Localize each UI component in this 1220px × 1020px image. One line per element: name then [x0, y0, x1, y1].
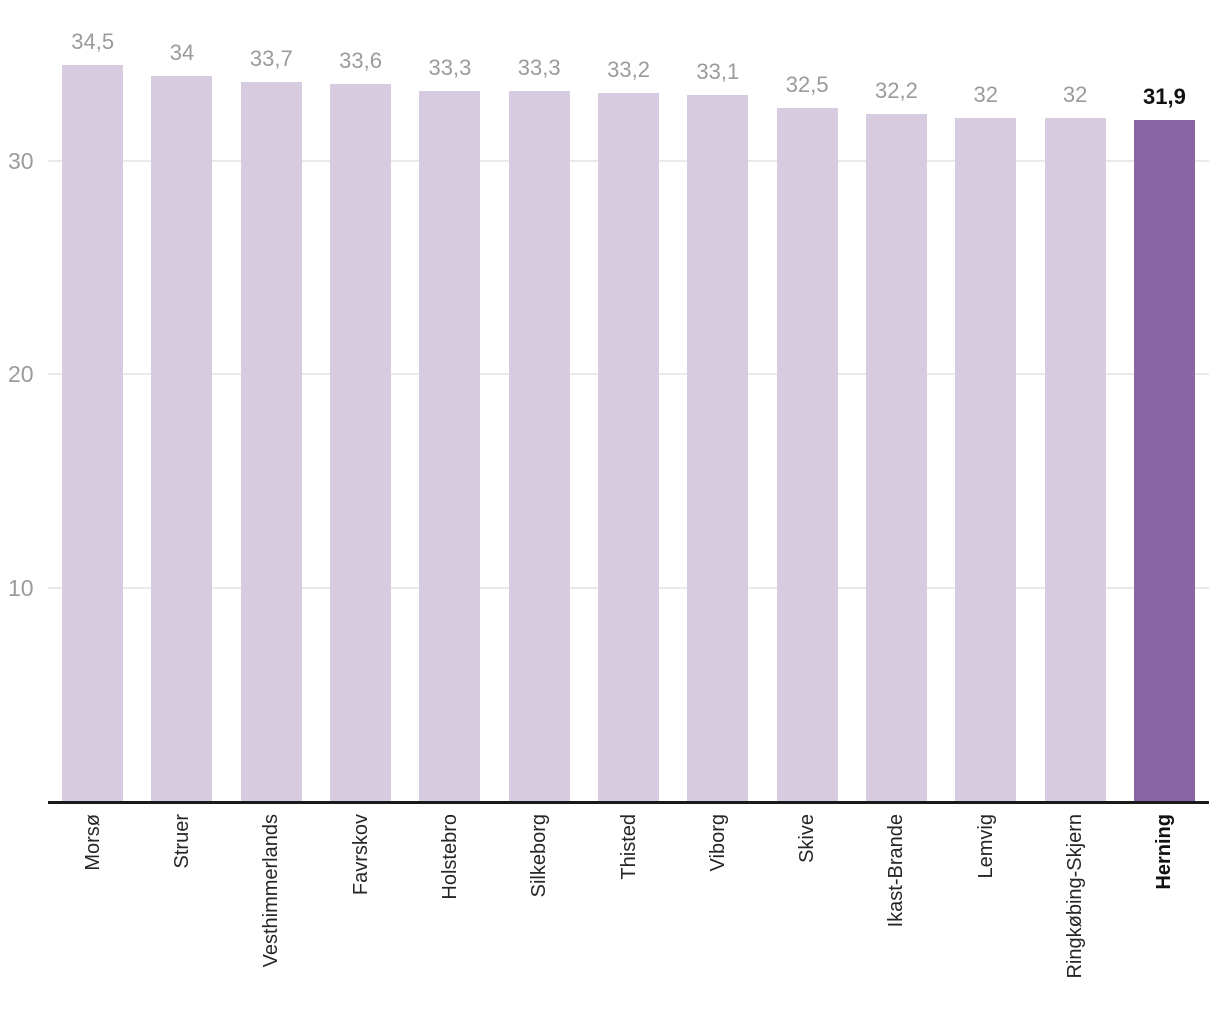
bar-group: 32,5: [763, 0, 852, 801]
x-label-slot: Vesthimmerlands: [227, 814, 316, 1014]
x-axis-label: Skive: [796, 814, 819, 863]
x-axis-label: Ikast-Brande: [885, 814, 908, 928]
bar-group: 33,3: [405, 0, 494, 801]
bar-group: 32: [941, 0, 1030, 801]
x-axis-label: Favrskov: [349, 814, 372, 896]
y-tick-label: 10: [8, 574, 34, 601]
x-label-slot: Favrskov: [316, 814, 405, 1014]
y-tick-label: 30: [8, 148, 34, 174]
x-label-slot: Lemvig: [941, 814, 1030, 1014]
x-axis-label: Vesthimmerlands: [260, 814, 283, 968]
bar-value-label: 31,9: [1142, 84, 1186, 109]
x-axis-labels: Morsø Struer Vesthimmerlands Favrskov Holste…: [48, 814, 1209, 1014]
bar-value-label: 32,5: [785, 72, 829, 97]
x-axis-label: Ringkøbing-Skjern: [1064, 814, 1087, 979]
bar-group: 32: [1030, 0, 1119, 801]
bar-group: 33,3: [495, 0, 584, 801]
bar-value-label: 33,3: [428, 55, 472, 80]
bar-ringkøbing-skjern[interactable]: [1044, 118, 1106, 801]
bar-ikast-brande[interactable]: [865, 114, 927, 801]
bar-value-label: 33,3: [517, 55, 561, 80]
y-tick-label: 20: [8, 361, 34, 388]
bar-viborg[interactable]: [687, 95, 749, 801]
x-label-slot: Thisted: [584, 814, 673, 1014]
x-axis-label: Thisted: [617, 814, 640, 880]
bar-group: 31,9: [1120, 0, 1209, 801]
x-label-slot: Herning: [1120, 814, 1209, 1014]
x-axis-label: Lemvig: [974, 814, 997, 879]
x-label-slot: Holstebro: [405, 814, 494, 1014]
bar-value-label: 33,7: [249, 46, 293, 71]
bar-value-label: 33,6: [339, 48, 382, 73]
bar-value-label: 33,1: [696, 59, 740, 84]
bar-thisted[interactable]: [598, 93, 660, 801]
bar-group: 33,7: [227, 0, 316, 801]
bar-group: 33,2: [584, 0, 673, 801]
bar-struer[interactable]: [151, 76, 213, 801]
bar-lemvig[interactable]: [955, 118, 1017, 801]
x-label-slot: Morsø: [48, 814, 137, 1014]
x-label-slot: Ikast-Brande: [852, 814, 941, 1014]
x-axis-line: [48, 801, 1209, 804]
x-axis-label: Silkeborg: [528, 814, 551, 898]
bar-holstebro[interactable]: [419, 91, 481, 801]
bars-row: 34,5 34 33,7 33,6 33,3 33,3 33,2 33,1 32,5 32,2 32…: [48, 0, 1209, 801]
bar-value-label: 33,2: [607, 57, 650, 82]
x-axis-label: Struer: [170, 814, 193, 869]
bar-silkeborg[interactable]: [508, 91, 570, 801]
x-axis-label: Morsø: [81, 814, 104, 871]
bar-skive[interactable]: [776, 108, 838, 801]
bar-value-label: 32: [973, 82, 999, 107]
x-label-slot: Struer: [137, 814, 226, 1014]
x-label-slot: Skive: [763, 814, 852, 1014]
x-axis-label: Herning: [1153, 814, 1176, 890]
x-label-slot: Viborg: [673, 814, 762, 1014]
bar-value-label: 34,5: [71, 29, 115, 54]
x-axis-label: Holstebro: [438, 814, 461, 900]
bar-group: 34,5: [48, 0, 137, 801]
bar-group: 33,1: [673, 0, 762, 801]
x-axis-label: Viborg: [706, 814, 729, 872]
bar-group: 34: [137, 0, 226, 801]
bar-value-label: 32: [1062, 82, 1088, 107]
bar-value-label: 32,2: [875, 78, 918, 103]
plot-area: 34,5 34 33,7 33,6 33,3 33,3 33,2 33,1 32,5 32,2 32…: [8, 0, 1209, 801]
x-label-slot: Ringkøbing-Skjern: [1030, 814, 1119, 1014]
bar-vesthimmerlands[interactable]: [240, 82, 302, 801]
bar-herning[interactable]: [1133, 120, 1195, 801]
bar-group: 32,2: [852, 0, 941, 801]
bar-value-label: 34: [169, 40, 195, 65]
bar-group: 33,6: [316, 0, 405, 801]
bar-favrskov[interactable]: [330, 84, 392, 801]
bar-morsø[interactable]: [62, 65, 124, 801]
x-label-slot: Silkeborg: [495, 814, 584, 1014]
